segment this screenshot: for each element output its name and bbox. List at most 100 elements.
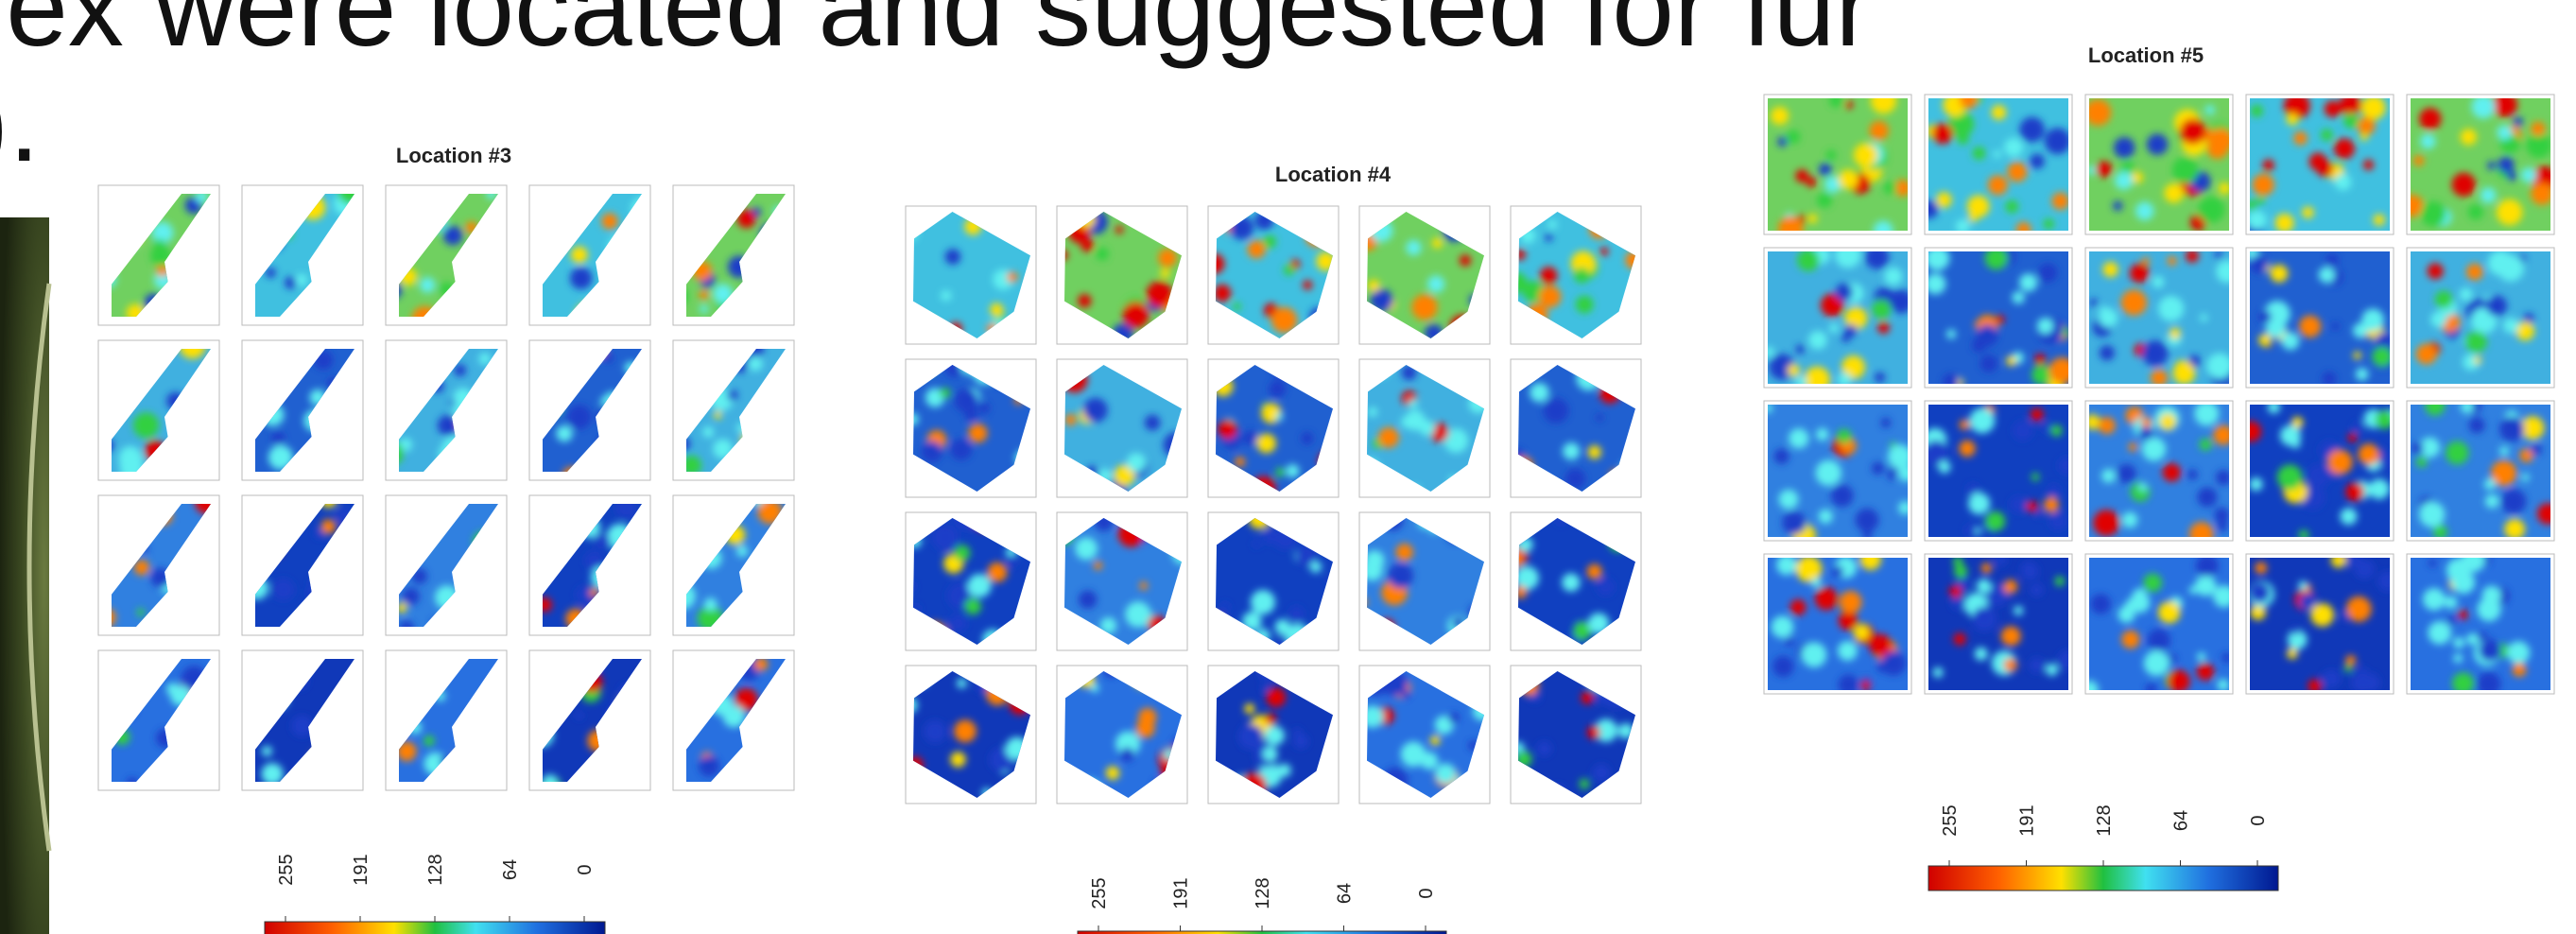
tile-blob xyxy=(2189,522,2214,546)
tile-blob xyxy=(2377,571,2397,591)
tile-blob xyxy=(941,290,951,301)
tile-image xyxy=(1508,514,1637,647)
tile-blob xyxy=(1977,579,1991,593)
tile-image xyxy=(386,493,503,636)
tile-blob xyxy=(1881,418,1892,428)
tile-blob xyxy=(271,431,285,444)
tile-blob xyxy=(186,760,211,785)
colorbar-label: 64 xyxy=(2171,810,2192,831)
tile-blob xyxy=(752,617,759,625)
tile-image xyxy=(2084,98,2233,231)
tile-blob xyxy=(600,397,611,407)
tile-blob xyxy=(2302,206,2314,218)
tile-blob xyxy=(682,456,702,476)
tile-blob xyxy=(745,424,764,443)
heatmap-tile xyxy=(1057,206,1187,344)
tile-blob xyxy=(1214,285,1232,303)
tile-blob xyxy=(1587,564,1602,579)
tile-blob xyxy=(147,661,154,668)
tile-blob xyxy=(2363,160,2374,170)
tile-blob xyxy=(1361,705,1384,728)
tile-blob xyxy=(2187,469,2198,479)
tile-blob xyxy=(326,415,350,439)
tile-blob xyxy=(400,268,417,285)
tile-blob xyxy=(2163,463,2182,482)
tile-blob xyxy=(2250,255,2268,273)
tile-blob xyxy=(1233,303,1240,310)
tile-blob xyxy=(748,356,763,372)
tile-blob xyxy=(982,630,1003,650)
tile-blob xyxy=(1014,396,1023,405)
tile-blob xyxy=(279,646,296,663)
tile-blob xyxy=(1515,751,1531,767)
tile-blob xyxy=(424,735,434,746)
tile-blob xyxy=(997,526,1010,538)
tile-blob xyxy=(127,304,145,322)
tile-blob xyxy=(461,423,472,433)
tile-blob xyxy=(596,405,620,428)
tile-blob xyxy=(1875,372,1885,383)
tile-blob xyxy=(714,493,733,512)
tile-blob xyxy=(435,585,458,609)
tile-blob xyxy=(199,232,213,246)
tile-blob xyxy=(1616,530,1634,547)
tile-blob xyxy=(1230,216,1253,239)
tile-blob xyxy=(461,767,478,784)
tile-blob xyxy=(314,351,333,370)
tile-blob xyxy=(1118,521,1145,547)
tile-blob xyxy=(1819,510,1833,524)
tile-blob xyxy=(1956,219,1970,234)
tile-blob xyxy=(2089,299,2098,307)
tile-blob xyxy=(692,262,712,282)
tile-blob xyxy=(1079,779,1102,803)
tile-blob xyxy=(1840,591,1862,614)
tile-blob xyxy=(1240,772,1267,799)
tile-blob xyxy=(2143,574,2162,593)
tile-blob xyxy=(2477,597,2500,621)
tile-blob xyxy=(2429,559,2437,567)
tile-image xyxy=(246,645,368,793)
tile-blob xyxy=(1411,294,1437,320)
tile-blob xyxy=(1854,625,1870,641)
tile-blob xyxy=(608,701,633,727)
heatmap-tile xyxy=(906,353,1036,497)
tile-blob xyxy=(2113,201,2122,211)
tile-blob xyxy=(2180,118,2206,145)
tile-blob xyxy=(1625,606,1634,614)
tile-blob xyxy=(725,525,745,545)
tile-blob xyxy=(1152,779,1164,790)
tile-blob xyxy=(310,749,332,770)
tile-blob xyxy=(2446,615,2456,625)
tile-blob xyxy=(1443,218,1465,241)
colorbar-label: 255 xyxy=(1089,877,1110,908)
tile-blob xyxy=(2531,182,2553,205)
tile-blob xyxy=(210,522,217,529)
tile-blob xyxy=(127,230,142,245)
tile-blob xyxy=(2247,211,2266,230)
tile-blob xyxy=(468,558,487,577)
tile-blob xyxy=(472,559,497,584)
tile-blob xyxy=(1469,394,1489,414)
tile-blob xyxy=(323,406,338,421)
tile-blob xyxy=(1138,708,1156,726)
tile-blob xyxy=(1576,366,1600,390)
tile-blob xyxy=(206,611,215,619)
tile-image xyxy=(669,189,790,321)
tile-image xyxy=(383,188,504,334)
heatmap-tile xyxy=(1208,355,1339,500)
tile-blob xyxy=(1425,324,1444,343)
tile-image xyxy=(1925,246,2075,391)
colorbar-label: 255 xyxy=(1940,804,1961,836)
tile-blob xyxy=(2030,154,2045,169)
tile-blob xyxy=(1265,726,1285,746)
tile-image xyxy=(246,491,360,631)
tile-blob xyxy=(1446,527,1463,544)
tile-blob xyxy=(2420,133,2435,148)
tile-blob xyxy=(1574,268,1590,284)
tile-image xyxy=(523,339,656,485)
tile-blob xyxy=(2268,401,2280,413)
tile-blob xyxy=(379,441,404,465)
tile-blob xyxy=(2152,276,2164,288)
tile-blob xyxy=(1432,238,1443,249)
tile-blob xyxy=(2340,508,2357,525)
